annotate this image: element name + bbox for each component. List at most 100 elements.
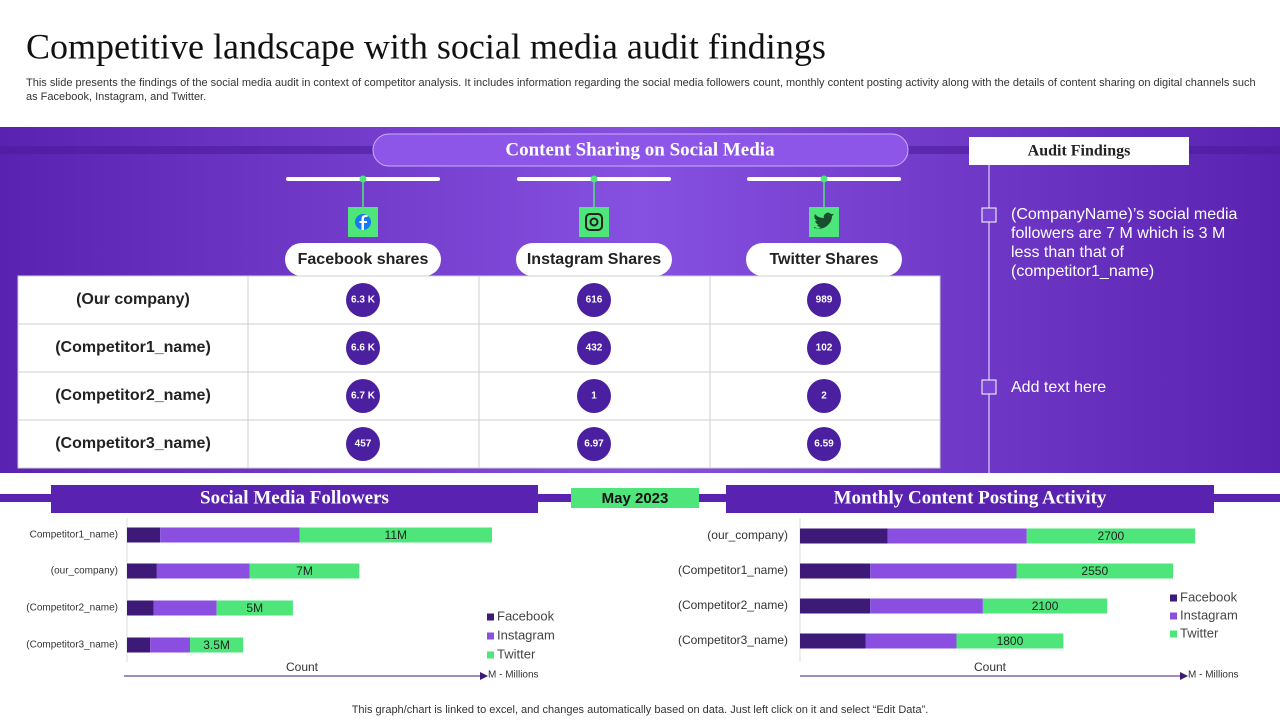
row-name: (Competitor1_name) xyxy=(55,339,211,356)
x-axis-label: Count xyxy=(974,660,1007,674)
bar-segment xyxy=(982,598,1108,614)
footer-note: This graph/chart is linked to excel, and… xyxy=(352,704,929,716)
total-label: 11M xyxy=(385,528,407,542)
legend-label: Twitter xyxy=(497,646,536,661)
legend-swatch xyxy=(1170,612,1177,620)
bar-segment xyxy=(127,563,157,579)
bar-segment xyxy=(160,527,300,543)
arrow-head xyxy=(480,672,488,680)
slide-title: Competitive landscape with social media … xyxy=(26,26,826,66)
bar-segment xyxy=(150,637,191,653)
share-value: 6.7 K xyxy=(351,391,376,402)
chart-title: Monthly Content Posting Activity xyxy=(834,487,1107,508)
bar-segment xyxy=(1026,528,1195,544)
bar-segment xyxy=(1016,563,1174,579)
column-header: Instagram Shares xyxy=(527,251,661,268)
category-label: (Competitor2_name) xyxy=(26,603,118,614)
bar-segment xyxy=(299,527,492,543)
legend-label: Instagram xyxy=(1180,607,1238,622)
value-badge xyxy=(346,331,380,365)
legend-label: Facebook xyxy=(1180,589,1238,604)
connector-dot xyxy=(820,175,828,183)
bar-segment xyxy=(800,563,871,579)
icon-box xyxy=(579,207,609,237)
total-label: 2700 xyxy=(1098,529,1125,543)
value-badge xyxy=(346,427,380,461)
bar-segment xyxy=(800,598,871,614)
value-badge xyxy=(577,331,611,365)
connector-dot xyxy=(359,175,367,183)
column-header: Facebook shares xyxy=(298,251,429,268)
share-value: 6.97 xyxy=(584,439,604,450)
twitter-icon xyxy=(814,212,834,229)
instagram-icon xyxy=(585,213,603,231)
audit-title-box xyxy=(969,137,1189,165)
date-box xyxy=(571,488,699,508)
connector-dot xyxy=(590,175,598,183)
audit-item: (CompanyName)’s social media followers a… xyxy=(1011,206,1238,280)
bar-segment xyxy=(870,598,983,614)
category-label: (Competitor1_name) xyxy=(678,563,788,577)
share-value: 989 xyxy=(816,295,833,306)
content-sharing-title: Content Sharing on Social Media xyxy=(505,139,775,160)
category-label: (our_company) xyxy=(707,528,788,542)
share-value: 6.6 K xyxy=(351,343,376,354)
instagram-lens xyxy=(589,217,599,227)
chart-title-box xyxy=(51,485,538,513)
bar-segment xyxy=(887,528,1027,544)
column-pill xyxy=(285,243,441,276)
bar-segment xyxy=(153,600,217,616)
column-pill xyxy=(516,243,672,276)
content-sharing-pill xyxy=(372,133,909,167)
bar-segment xyxy=(956,633,1064,649)
row-name: (Our company) xyxy=(76,291,190,308)
category-label: Competitor1_name) xyxy=(30,530,118,541)
audit-checkbox xyxy=(981,207,997,223)
column-header: Twitter Shares xyxy=(769,251,878,268)
value-badge xyxy=(807,427,841,461)
total-label: 1800 xyxy=(997,634,1024,648)
bar-segment xyxy=(127,527,161,543)
value-badge xyxy=(807,379,841,413)
value-badge xyxy=(577,283,611,317)
legend-label: Twitter xyxy=(1180,625,1219,640)
bar-segment xyxy=(127,637,151,653)
bar-segment xyxy=(190,637,244,653)
row-name: (Competitor3_name) xyxy=(55,435,211,452)
value-badge xyxy=(577,379,611,413)
category-label: (our_company) xyxy=(51,566,118,577)
value-badge xyxy=(577,427,611,461)
subtitle-box: This slide presents the findings of the … xyxy=(26,77,1256,103)
category-label: (Competitor3_name) xyxy=(678,633,788,647)
audit-item: Add text here xyxy=(1011,379,1107,396)
legend-swatch xyxy=(487,651,494,659)
x-axis-label: Count xyxy=(286,660,319,674)
legend-label: Facebook xyxy=(497,608,555,623)
legend-swatch xyxy=(487,632,494,640)
bar-segment xyxy=(800,633,866,649)
share-value: 1 xyxy=(591,391,597,402)
unit-note: M - Millions xyxy=(1188,670,1239,681)
total-label: 5M xyxy=(246,601,263,615)
legend-swatch xyxy=(487,613,494,621)
date: May 2023 xyxy=(602,490,669,507)
share-value: 616 xyxy=(586,295,603,306)
arrow-head xyxy=(1180,672,1188,680)
total-label: 2550 xyxy=(1081,564,1108,578)
chart-title: Social Media Followers xyxy=(200,487,389,508)
share-value: 102 xyxy=(816,343,833,354)
value-badge xyxy=(807,331,841,365)
unit-note: M - Millions xyxy=(488,670,539,681)
share-value: 6.3 K xyxy=(351,295,376,306)
total-label: 3.5M xyxy=(203,638,230,652)
column-pill xyxy=(746,243,902,276)
subtitle: This slide presents the findings of the … xyxy=(26,77,1256,103)
bar-segment xyxy=(127,600,154,616)
legend-label: Instagram xyxy=(497,627,555,642)
value-badge xyxy=(346,283,380,317)
audit-checkbox xyxy=(981,379,997,395)
legend-swatch xyxy=(1170,630,1177,638)
category-label: (Competitor2_name) xyxy=(678,598,788,612)
